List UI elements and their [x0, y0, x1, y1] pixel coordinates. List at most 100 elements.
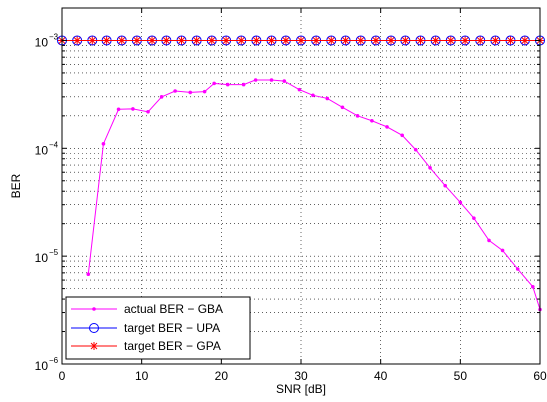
data-point — [311, 93, 315, 98]
data-point — [520, 36, 529, 45]
data-point — [446, 36, 455, 45]
y-tick-label: 10 — [35, 35, 49, 49]
data-point — [297, 87, 302, 92]
data-point — [253, 78, 258, 82]
data-point — [355, 114, 360, 118]
data-point — [159, 95, 164, 99]
data-point — [461, 36, 470, 45]
star-stroke — [492, 37, 499, 44]
data-point — [88, 36, 97, 45]
legend-label-gpa: target BER − GPA — [124, 339, 221, 353]
data-point — [116, 107, 121, 112]
x-tick-label: 30 — [294, 369, 308, 383]
star-stroke — [193, 37, 200, 44]
data-point — [491, 36, 500, 45]
data-point — [207, 36, 216, 45]
y-tick-label: 10 — [35, 359, 49, 373]
star-stroke — [282, 37, 290, 44]
y-tick-exponent: −5 — [49, 248, 59, 257]
data-point — [506, 36, 515, 45]
data-point — [387, 36, 396, 45]
legend-marker-dot — [92, 307, 96, 311]
legend-entry-gpa: target BER − GPA — [71, 339, 221, 353]
x-tick-label: 0 — [59, 369, 66, 383]
y-tick-exponent: −3 — [49, 32, 59, 41]
data-point — [443, 183, 447, 188]
data-point — [252, 36, 261, 45]
axis-ticks — [61, 7, 541, 365]
legend-label-gba: actual BER − GBA — [124, 302, 223, 316]
data-point — [340, 105, 345, 110]
star-stroke — [253, 37, 260, 44]
data-point — [416, 36, 425, 45]
data-point — [241, 82, 246, 87]
data-point — [500, 248, 505, 253]
star-stroke — [178, 37, 185, 44]
data-point — [202, 89, 207, 94]
star-stroke — [357, 37, 365, 44]
data-point — [428, 165, 432, 170]
data-point — [192, 36, 201, 45]
data-point — [400, 133, 404, 138]
star-stroke — [297, 37, 305, 44]
data-point — [356, 36, 365, 45]
legend-entry-gba: actual BER − GBA — [71, 302, 223, 316]
x-tick-label: 50 — [454, 369, 468, 383]
star-stroke — [103, 37, 110, 44]
data-point — [297, 36, 305, 45]
y-tick-label: 10 — [35, 251, 49, 265]
legend-marker-circle — [89, 323, 99, 333]
data-point — [222, 36, 231, 45]
x-tick-label: 40 — [374, 369, 388, 383]
data-point — [102, 36, 111, 45]
data-point — [188, 90, 193, 95]
data-point — [281, 36, 290, 45]
data-point — [282, 79, 287, 83]
legend-marker-star — [90, 342, 98, 350]
star-stroke — [88, 37, 96, 44]
y-tick-label: 10 — [35, 143, 49, 157]
data-point — [325, 96, 330, 101]
data-point — [487, 238, 491, 243]
data-point — [267, 36, 276, 45]
y-tick-exponent: −6 — [49, 356, 59, 365]
data-point — [371, 36, 380, 45]
star-stroke — [447, 37, 455, 44]
star-stroke — [461, 37, 469, 44]
data-point — [476, 36, 485, 45]
data-point — [531, 284, 535, 289]
star-stroke — [163, 37, 170, 44]
data-point — [341, 36, 350, 45]
star-stroke — [208, 37, 216, 44]
data-point — [515, 267, 520, 271]
star-stroke — [148, 37, 156, 44]
data-point — [269, 78, 274, 82]
data-point — [225, 82, 230, 87]
y-axis-label: BER — [9, 173, 23, 198]
data-point — [117, 36, 126, 45]
star-stroke — [476, 37, 484, 44]
data-point — [173, 89, 177, 93]
legend-entry-upa: target BER − UPA — [71, 321, 220, 335]
star-stroke — [402, 37, 409, 44]
star-stroke — [222, 37, 230, 44]
data-point — [177, 36, 186, 45]
data-point — [131, 107, 135, 111]
star-stroke — [342, 37, 349, 44]
data-point — [162, 36, 171, 45]
series-3 — [58, 36, 544, 45]
star-stroke — [387, 37, 395, 44]
star-stroke — [133, 37, 141, 44]
x-tick-label: 20 — [215, 369, 229, 383]
data-point — [401, 36, 410, 45]
data-point — [148, 36, 157, 45]
star-stroke — [432, 37, 439, 44]
data-point — [312, 36, 321, 45]
star-stroke — [507, 37, 514, 44]
data-point — [413, 147, 418, 152]
data-point — [370, 118, 374, 123]
data-point — [73, 36, 82, 45]
data-point — [431, 36, 440, 45]
